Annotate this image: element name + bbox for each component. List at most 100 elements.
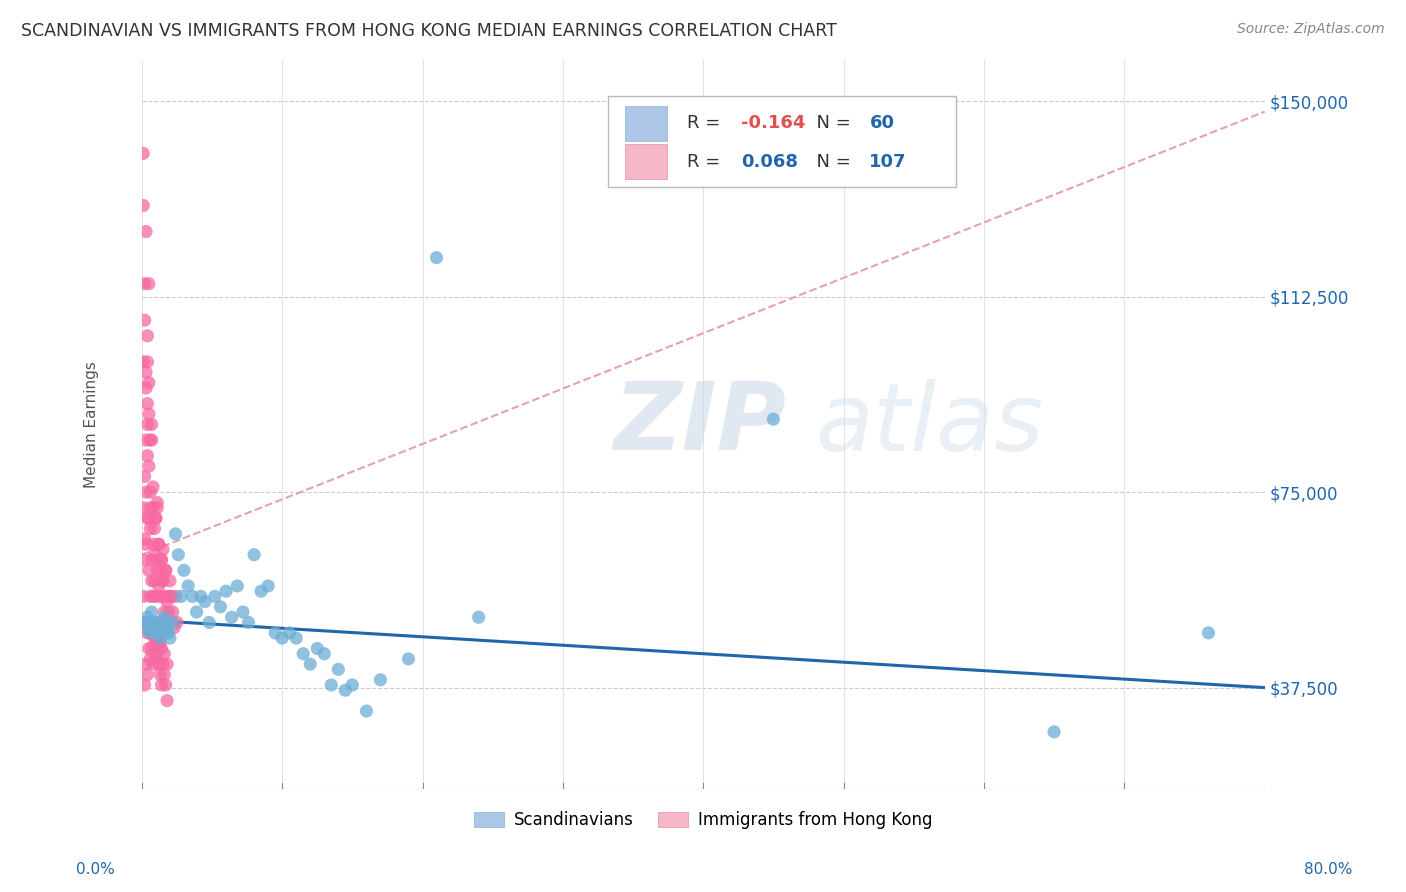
Point [132,500,155,515]
Text: R =: R = [688,153,727,170]
Text: SCANDINAVIAN VS IMMIGRANTS FROM HONG KONG MEDIAN EARNINGS CORRELATION CHART: SCANDINAVIAN VS IMMIGRANTS FROM HONG KON… [21,22,837,40]
Point [135,433,157,447]
Point [153,605,176,619]
Point [167,548,190,562]
Point [150,553,173,567]
Point [136,449,159,463]
Point [134,553,156,567]
Point [157,605,180,619]
Point [132,590,155,604]
Text: R =: R = [688,114,727,132]
Point [149,590,172,604]
Point [148,621,170,635]
Point [250,584,273,599]
Point [166,615,188,630]
Point [132,355,155,369]
Point [134,277,156,291]
Point [135,225,157,239]
Point [145,625,167,640]
Point [198,615,221,630]
Point [173,563,195,577]
Point [177,579,200,593]
Point [307,641,329,656]
Point [425,251,447,265]
Point [314,647,336,661]
Point [136,667,159,681]
Point [145,553,167,567]
Point [138,407,160,421]
Point [138,563,160,577]
Point [141,615,163,630]
Text: Source: ZipAtlas.com: Source: ZipAtlas.com [1237,22,1385,37]
Point [135,485,157,500]
Point [356,704,378,718]
Point [148,579,170,593]
Point [141,417,163,432]
Point [141,605,163,619]
Point [165,590,187,604]
Point [292,647,315,661]
Point [299,657,322,672]
Point [264,625,287,640]
Point [136,610,159,624]
Point [156,621,179,635]
Text: Median Earnings: Median Earnings [84,361,98,488]
Point [145,511,167,525]
FancyBboxPatch shape [624,106,668,141]
Point [141,641,163,656]
Point [321,678,343,692]
Point [186,605,208,619]
Point [139,485,162,500]
Point [165,526,187,541]
Point [150,553,173,567]
Point [398,652,420,666]
Point [156,590,179,604]
Point [142,500,165,515]
Point [257,579,280,593]
Point [204,590,226,604]
Point [135,381,157,395]
Point [159,574,181,588]
Point [762,412,785,426]
Point [285,631,308,645]
Point [156,594,179,608]
Point [162,605,184,619]
Point [135,365,157,379]
Text: 0.0%: 0.0% [76,863,115,877]
Legend: Scandinavians, Immigrants from Hong Kong: Scandinavians, Immigrants from Hong Kong [467,805,939,836]
Point [132,198,155,212]
Point [226,579,249,593]
Point [190,590,212,604]
Point [152,542,174,557]
Point [153,610,176,624]
Point [149,667,172,681]
Point [145,625,167,640]
Text: atlas: atlas [815,379,1043,470]
Point [153,647,176,661]
Point [152,625,174,640]
Point [139,625,162,640]
Point [271,631,294,645]
Point [136,625,159,640]
Point [136,328,159,343]
Point [134,615,156,630]
Point [148,537,170,551]
Point [156,657,179,672]
Point [209,599,232,614]
Text: N =: N = [806,114,856,132]
Point [163,621,186,635]
Point [135,621,157,635]
Point [152,574,174,588]
Point [181,590,204,604]
Point [159,631,181,645]
Point [146,636,169,650]
FancyBboxPatch shape [607,96,956,187]
Point [138,459,160,474]
Point [132,146,155,161]
Point [138,376,160,390]
Point [153,667,176,681]
Point [138,511,160,525]
Point [152,574,174,588]
Point [1043,725,1066,739]
Point [335,683,357,698]
